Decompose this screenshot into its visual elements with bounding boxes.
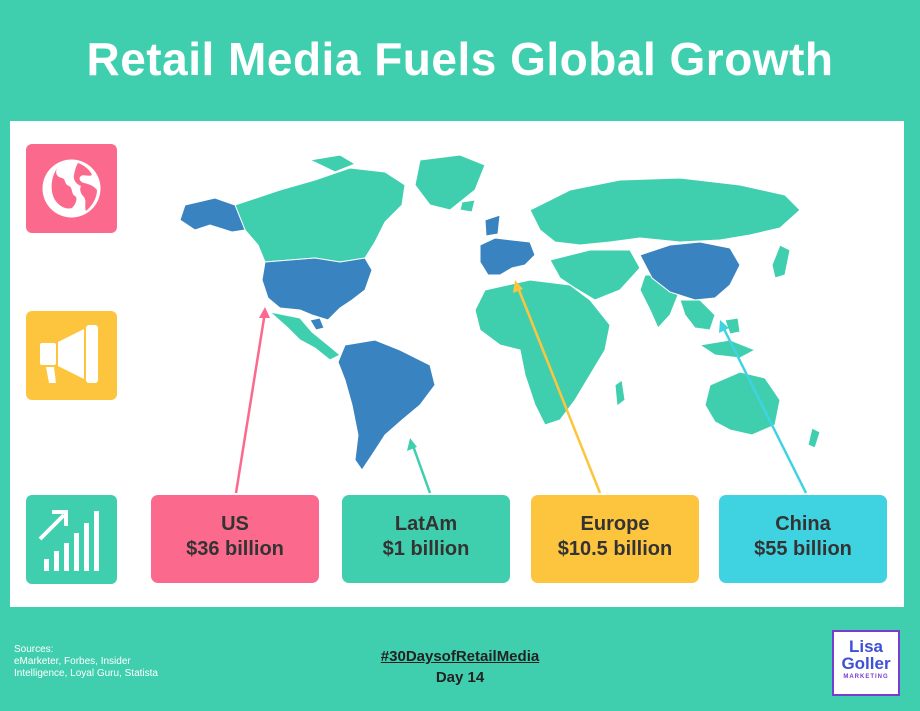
map-japan: [771, 244, 791, 279]
logo-line1: Lisa: [848, 637, 884, 656]
stat-card-china: China $55 billion: [719, 495, 887, 583]
megaphone-icon: [40, 325, 98, 383]
china-arrow: [720, 324, 808, 494]
latam-arrow: [410, 442, 432, 494]
map-mexico: [268, 311, 341, 361]
map-alaska: [179, 197, 246, 233]
sources: Sources: eMarketer, Forbes, Insider Inte…: [14, 644, 184, 680]
page-title: Retail Media Fuels Global Growth: [86, 33, 834, 85]
map-middle-east: [549, 249, 641, 301]
globe-icon: [42, 159, 101, 218]
world-map: [179, 154, 821, 471]
stat-region: Europe: [580, 513, 650, 535]
footer-tagline: #30DaysofRetailMedia Day 14: [340, 646, 580, 688]
megaphone-tile: [26, 311, 117, 400]
stat-card-europe: Europe $10.5 billion: [531, 495, 699, 583]
sources-text: eMarketer, Forbes, Insider Intelligence,…: [14, 656, 158, 679]
stat-card-us: US $36 billion: [151, 495, 319, 583]
logo-line2: Goller: [841, 654, 891, 673]
stat-region: LatAm: [394, 513, 458, 535]
map-greenland: [414, 154, 486, 211]
stat-card-latam: LatAm $1 billion: [342, 495, 510, 583]
hashtag-link[interactable]: #30DaysofRetailMedia: [380, 648, 540, 665]
stat-region: China: [775, 513, 831, 535]
stat-value: $55 billion: [754, 538, 852, 560]
map-usa: [261, 257, 373, 321]
brand-logo: Lisa Goller MARKETING: [832, 630, 900, 696]
map-australia: [704, 371, 781, 436]
map-russia: [529, 177, 801, 246]
sources-label: Sources:: [14, 644, 54, 655]
stat-region: US: [221, 513, 249, 535]
map-canada: [234, 167, 406, 263]
map-europe: [479, 237, 536, 276]
globe-tile: [26, 144, 117, 233]
stat-value: $36 billion: [186, 538, 284, 560]
map-south-america: [337, 339, 436, 471]
stat-value: $1 billion: [382, 538, 470, 560]
map-china: [639, 241, 741, 301]
map-africa: [474, 279, 611, 426]
growth-chart-icon: [38, 510, 99, 571]
logo-line3: MARKETING: [843, 674, 889, 680]
stat-value: $10.5 billion: [557, 538, 673, 560]
europe-arrow: [515, 284, 602, 494]
day-label: Day 14: [435, 669, 485, 686]
us-arrow: [234, 311, 267, 494]
growth-tile: [26, 495, 117, 584]
